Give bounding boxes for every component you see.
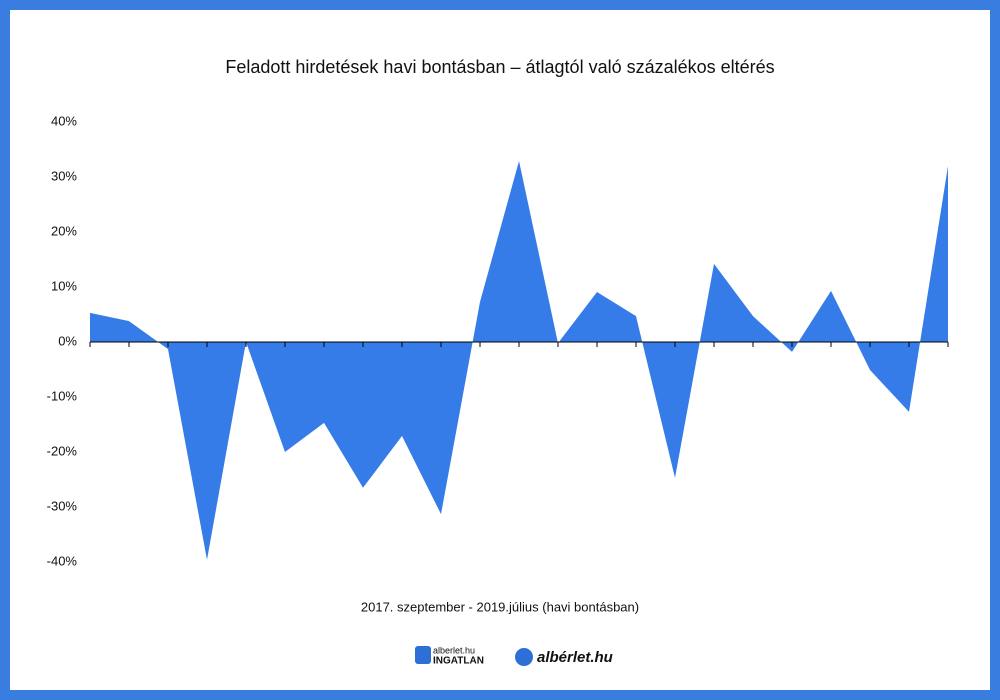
logo-text: INGATLAN [433, 656, 484, 667]
y-tick-label: 40% [51, 113, 77, 128]
chart-title: Feladott hirdetések havi bontásban – átl… [225, 57, 774, 77]
y-tick-label: -20% [47, 443, 78, 458]
logo-right: albérlet.hu [515, 648, 613, 666]
area [90, 161, 948, 560]
y-tick-label: -10% [47, 388, 78, 403]
logo-text: alberlet.hu [433, 645, 475, 655]
logo-text: albérlet.hu [537, 649, 613, 666]
logo-left: alberlet.hu INGATLAN [415, 645, 484, 667]
logo-icon [415, 646, 431, 664]
y-tick-label: 30% [51, 168, 77, 183]
y-tick-label: -40% [47, 553, 78, 568]
logo-icon [515, 648, 533, 666]
y-tick-label: 10% [51, 278, 77, 293]
y-tick-label: 20% [51, 223, 77, 238]
y-tick-label: -30% [47, 498, 78, 513]
y-tick-label: 0% [58, 333, 77, 348]
x-axis-label: 2017. szeptember - 2019.július (havi bon… [361, 599, 639, 614]
